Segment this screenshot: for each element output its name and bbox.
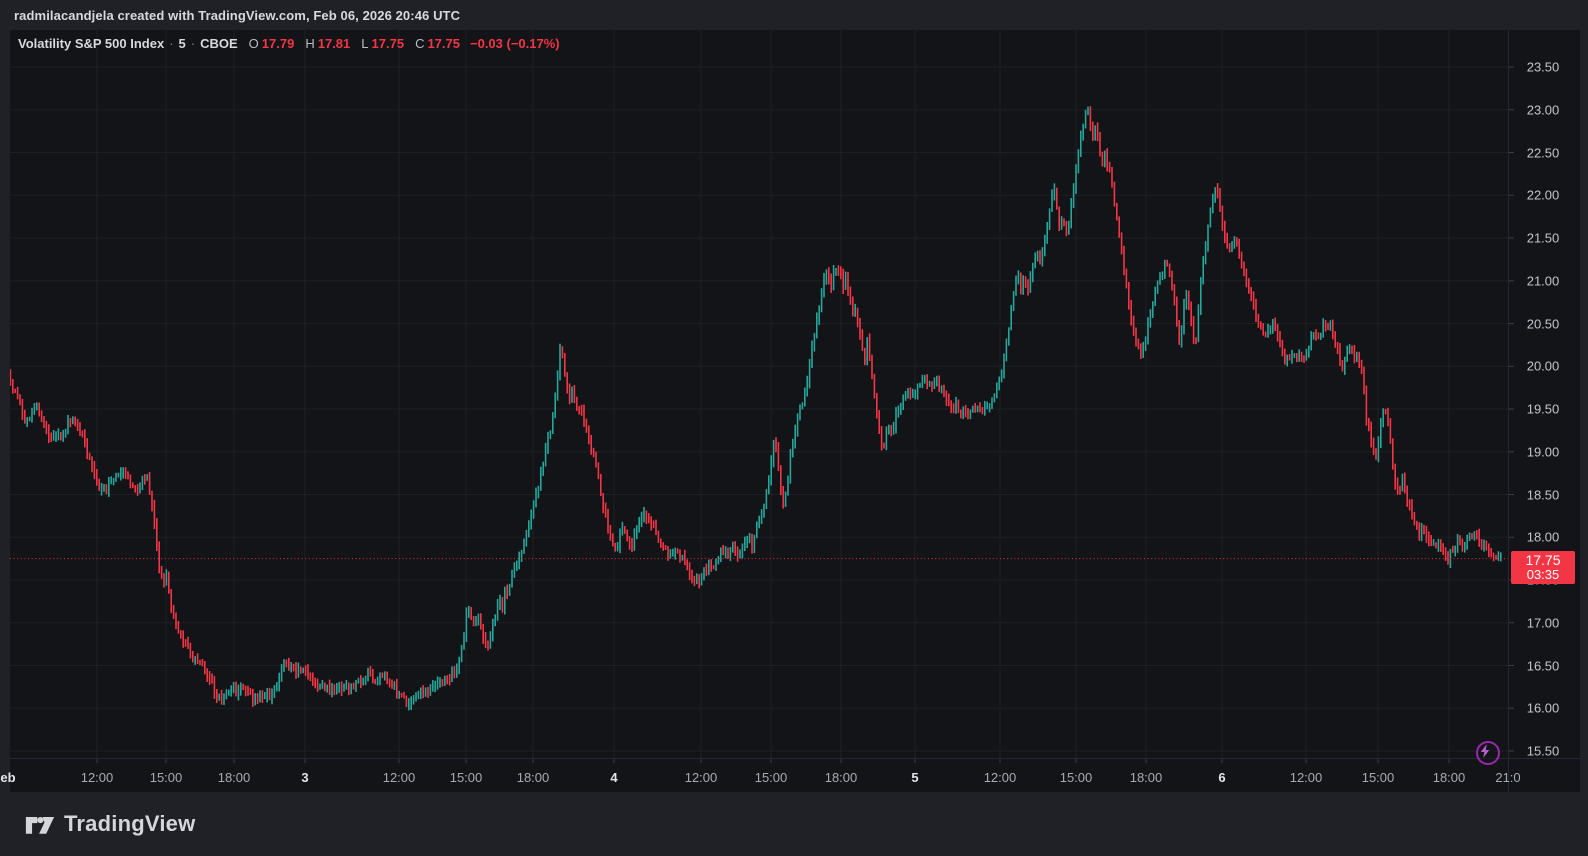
price-tick-label: 16.00 — [1526, 700, 1560, 716]
price-tick-label: 23.00 — [1526, 102, 1560, 118]
time-axis-label: 12:00 — [80, 770, 114, 785]
time-axis-day-label: 6 — [1218, 770, 1226, 785]
boost-button[interactable] — [1476, 741, 1500, 765]
legend-separator: · — [169, 36, 174, 51]
ohlc-open: O 17.79 — [249, 36, 295, 51]
price-tick-label: 21.00 — [1526, 273, 1560, 289]
price-tick-label: 20.00 — [1526, 358, 1560, 374]
ohlc-close: C 17.75 — [415, 36, 460, 51]
symbol-title: Volatility S&P 500 Index — [18, 36, 165, 51]
price-tick-label: 17.00 — [1526, 615, 1560, 631]
price-tick-label: 22.50 — [1526, 145, 1560, 160]
change-label: −0.03 (−0.17%) — [470, 36, 560, 51]
symbol-legend[interactable]: Volatility S&P 500 Index · 5 · CBOE O 17.… — [18, 36, 560, 51]
exchange-label: CBOE — [200, 36, 238, 51]
time-axis-label: 12:00 — [1289, 770, 1323, 785]
ohlc-high: H 17.81 — [305, 36, 350, 51]
open-value: 17.79 — [261, 36, 295, 51]
price-tick-label: 18.50 — [1526, 487, 1560, 502]
high-key: H — [305, 36, 315, 51]
time-axis-label: 15:00 — [1361, 770, 1395, 785]
time-axis-day-label: 4 — [610, 770, 618, 785]
time-axis-label: 15:00 — [1059, 770, 1093, 785]
price-tick-label: 15.50 — [1526, 743, 1560, 759]
close-key: C — [415, 36, 425, 51]
time-axis-label: 18:00 — [217, 770, 251, 785]
time-axis-label: 18:00 — [1432, 770, 1466, 785]
low-key: L — [361, 36, 369, 51]
close-value: 17.75 — [427, 36, 460, 51]
price-tick-label: 21.50 — [1526, 230, 1560, 246]
price-tick-label: 23.50 — [1526, 59, 1560, 75]
time-axis-label: 18:00 — [824, 770, 858, 785]
price-tick-label: 19.00 — [1526, 444, 1560, 460]
bar-countdown: 03:35 — [1526, 566, 1560, 582]
time-axis-day-label: 3 — [301, 770, 309, 785]
candlestick-chart[interactable] — [10, 30, 1580, 792]
attribution-bar: radmilacandjela created with TradingView… — [0, 0, 1588, 30]
price-tick-label: 19.50 — [1526, 401, 1560, 417]
price-tick-label: 20.50 — [1526, 316, 1560, 331]
tradingview-logo-mark — [25, 816, 55, 834]
time-axis-day-label: 5 — [911, 770, 919, 785]
last-price-value: 17.75 — [1525, 551, 1561, 568]
ohlc-low: L 17.75 — [361, 36, 404, 51]
time-axis-label: 15:00 — [149, 770, 183, 785]
last-price-label: 17.75 03:35 — [1511, 550, 1575, 584]
tradingview-logo[interactable]: TradingView — [25, 811, 195, 837]
time-axis-label: 15:00 — [449, 770, 483, 785]
time-axis-label: 21:0 — [1495, 770, 1521, 785]
price-tick-label: 16.50 — [1526, 658, 1560, 673]
high-value: 17.81 — [317, 36, 351, 51]
time-axis-day-label: eb — [0, 770, 16, 785]
brand-name: TradingView — [64, 811, 196, 836]
footer-bar: TradingView — [0, 792, 1588, 856]
time-axis-label: 12:00 — [382, 770, 416, 785]
price-tick-label: 18.00 — [1526, 529, 1560, 545]
interval-label: 5 — [178, 36, 186, 51]
low-value: 17.75 — [371, 36, 405, 51]
legend-separator: · — [190, 36, 196, 51]
time-axis-label: 15:00 — [754, 770, 788, 785]
time-axis-label: 18:00 — [1129, 770, 1163, 785]
attribution-text: radmilacandjela created with TradingView… — [14, 7, 461, 23]
time-axis-label: 12:00 — [684, 770, 718, 785]
open-key: O — [248, 36, 259, 51]
price-tick-label: 22.00 — [1526, 187, 1560, 203]
time-axis-label: 12:00 — [983, 770, 1017, 785]
lightning-icon — [1480, 744, 1490, 758]
chart-frame: Volatility S&P 500 Index · 5 · CBOE O 17.… — [0, 30, 1580, 792]
time-axis-label: 18:00 — [516, 770, 550, 785]
